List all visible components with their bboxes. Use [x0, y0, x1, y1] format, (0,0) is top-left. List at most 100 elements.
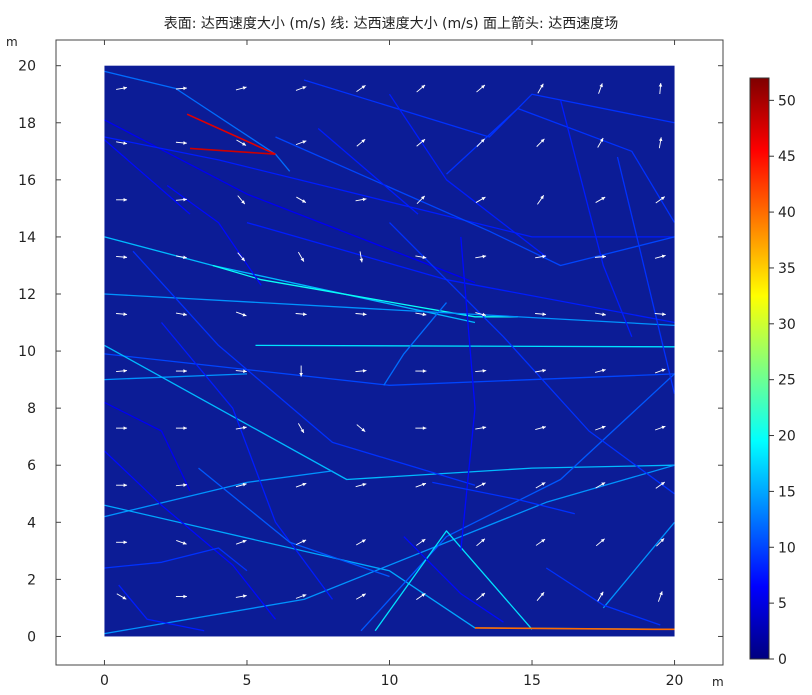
- velocity-arrow: [175, 483, 187, 487]
- velocity-arrow: [416, 84, 426, 93]
- velocity-arrow: [535, 538, 546, 546]
- velocity-arrow: [356, 424, 366, 433]
- velocity-arrow: [654, 312, 666, 316]
- velocity-arrow: [656, 538, 665, 547]
- velocity-arrow: [237, 195, 246, 205]
- colorbar: 0 5 10 15 20 25 30 35 40 45 50: [749, 77, 796, 668]
- velocity-arrow: [475, 482, 486, 488]
- velocity-arrow: [355, 197, 367, 202]
- fracture-line: [389, 222, 675, 495]
- velocity-arrow: [175, 255, 187, 260]
- velocity-arrow: [295, 312, 307, 316]
- velocity-arrow: [416, 538, 426, 546]
- velocity-arrow: [295, 539, 307, 546]
- velocity-arrow: [116, 312, 128, 316]
- y-tick-label: 4: [27, 515, 36, 531]
- velocity-arrow: [654, 425, 666, 431]
- velocity-arrow: [356, 593, 366, 600]
- velocity-arrow: [355, 369, 367, 373]
- fracture-line: [104, 470, 333, 518]
- velocity-arrow: [356, 138, 366, 147]
- fracture-line: [383, 302, 447, 386]
- fracture-line: [104, 344, 675, 481]
- velocity-arrow: [597, 591, 604, 602]
- velocity-arrow: [296, 196, 307, 203]
- velocity-arrow: [116, 540, 128, 545]
- velocity-arrow: [175, 369, 187, 373]
- fracture-line: [212, 264, 518, 318]
- velocity-arrow: [295, 594, 307, 599]
- y-tick-label: 12: [18, 287, 36, 303]
- velocity-arrow: [175, 594, 187, 599]
- velocity-arrow: [475, 254, 487, 259]
- colorbar-tick-label: 50: [778, 93, 796, 109]
- fracture-line: [104, 136, 675, 238]
- velocity-arrow: [597, 137, 604, 148]
- y-tick-label: 8: [27, 401, 36, 417]
- velocity-arrow: [654, 254, 666, 259]
- fracture-line: [104, 139, 191, 215]
- velocity-arrow: [235, 86, 247, 91]
- fracture-line: [104, 401, 191, 492]
- velocity-arrow: [355, 482, 367, 488]
- velocity-arrow: [235, 482, 247, 488]
- velocity-arrow: [416, 195, 426, 205]
- velocity-arrow: [475, 312, 487, 317]
- velocity-arrow: [595, 368, 606, 373]
- fracture-line: [104, 373, 248, 381]
- chart-title: 表面: 达西速度大小 (m/s) 线: 达西速度大小 (m/s) 面上箭头: 达…: [164, 15, 618, 32]
- velocity-arrow: [416, 138, 426, 147]
- velocity-arrow: [537, 195, 545, 205]
- colorbar-tick-label: 40: [778, 205, 796, 221]
- y-tick-label: 20: [18, 59, 36, 75]
- velocity-arrow: [175, 86, 187, 91]
- y-axis-ticks: 0 2 4 6 8 10 12 14 16 18 20: [18, 59, 723, 645]
- velocity-arrow: [175, 197, 187, 202]
- velocity-arrow: [657, 591, 663, 602]
- velocity-arrow: [116, 255, 128, 259]
- velocity-arrow: [476, 592, 486, 601]
- fracture-line: [616, 156, 675, 395]
- fracture-line: [132, 250, 476, 486]
- velocity-arrow: [415, 482, 427, 488]
- fracture-line: [374, 530, 533, 632]
- fracture-line: [104, 450, 277, 620]
- velocity-arrow: [116, 369, 128, 373]
- velocity-arrow: [535, 254, 547, 259]
- velocity-arrow: [295, 482, 307, 488]
- fracture-lines: [104, 70, 675, 635]
- fracture-line: [360, 373, 675, 632]
- x-tick-label: 5: [243, 673, 252, 689]
- fracture-line: [255, 344, 675, 348]
- velocity-arrow: [658, 82, 663, 95]
- velocity-arrow: [594, 254, 606, 259]
- velocity-arrow: [415, 255, 427, 260]
- velocity-arrow: [654, 368, 666, 374]
- velocity-arrow: [235, 539, 247, 545]
- velocity-arrow: [299, 365, 303, 377]
- velocity-arrow: [595, 196, 606, 203]
- velocity-arrow: [116, 198, 128, 202]
- fracture-line: [104, 119, 476, 284]
- fracture-line: [432, 481, 575, 515]
- fracture-line: [161, 322, 334, 600]
- velocity-arrow: [475, 426, 487, 430]
- velocity-arrow: [176, 539, 187, 545]
- colorbar-tick-label: 0: [778, 652, 787, 668]
- velocity-arrow: [475, 369, 487, 373]
- velocity-arrow: [297, 251, 305, 262]
- x-tick-label: 10: [381, 673, 399, 689]
- velocity-arrow: [594, 312, 606, 317]
- fracture-line: [189, 147, 276, 155]
- velocity-arrow: [415, 312, 427, 317]
- y-tick-label: 10: [18, 344, 36, 360]
- x-tick-label: 0: [100, 673, 109, 689]
- velocity-arrow: [535, 312, 547, 316]
- fracture-line: [104, 464, 675, 635]
- fracture-line: [403, 536, 504, 623]
- x-axis-ticks: 0 5 10 15 20: [100, 40, 683, 689]
- velocity-arrow: [236, 139, 247, 146]
- velocity-arrow: [416, 592, 426, 601]
- velocity-arrow: [476, 538, 486, 547]
